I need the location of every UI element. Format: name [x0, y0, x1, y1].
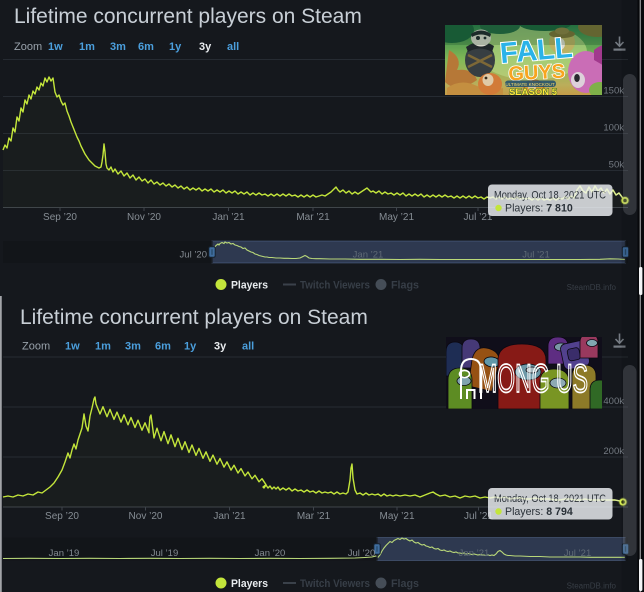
svg-text:Jul ’21: Jul ’21 — [564, 548, 591, 559]
svg-text:Players: 7 810: Players: 7 810 — [505, 203, 573, 215]
svg-text:Lifetime concurrent players on: Lifetime concurrent players on Steam — [14, 5, 362, 28]
svg-text:Jan ’21: Jan ’21 — [213, 511, 246, 522]
svg-text:May ’21: May ’21 — [379, 212, 414, 223]
svg-text:May ’21: May ’21 — [379, 511, 414, 522]
svg-text:Nov ’20: Nov ’20 — [127, 212, 161, 223]
svg-text:Jul ’20: Jul ’20 — [180, 250, 207, 261]
svg-text:SEASON 5: SEASON 5 — [509, 87, 558, 98]
svg-text:SteamDB.info: SteamDB.info — [567, 582, 617, 591]
svg-text:Players: Players — [231, 578, 268, 590]
svg-text:Jan ’21: Jan ’21 — [459, 548, 490, 559]
svg-text:Jul ’20: Jul ’20 — [348, 548, 375, 559]
svg-text:Sep ’20: Sep ’20 — [43, 212, 77, 223]
svg-text:Players: Players — [231, 280, 268, 292]
svg-text:3m: 3m — [125, 341, 141, 353]
svg-text:SteamDB.info: SteamDB.info — [567, 283, 617, 292]
svg-text:Jan ’21: Jan ’21 — [212, 212, 245, 223]
svg-text:Jul ’19: Jul ’19 — [151, 548, 178, 559]
svg-text:1y: 1y — [184, 341, 197, 353]
svg-text:MONG US: MONG US — [478, 357, 588, 401]
svg-text:Sep ’20: Sep ’20 — [45, 511, 79, 522]
svg-text:Zoom: Zoom — [22, 341, 50, 353]
svg-text:1m: 1m — [79, 41, 95, 53]
svg-text:Zoom: Zoom — [14, 41, 42, 53]
svg-text:Lifetime concurrent players on: Lifetime concurrent players on Steam — [20, 306, 368, 329]
svg-text:50k: 50k — [609, 160, 625, 171]
svg-text:Jan ’21: Jan ’21 — [353, 250, 384, 261]
svg-text:Players: 8 794: Players: 8 794 — [505, 506, 573, 518]
svg-text:Jul ’21: Jul ’21 — [464, 511, 493, 522]
svg-text:ULTIMATE KNOCKOUT: ULTIMATE KNOCKOUT — [505, 82, 555, 87]
svg-text:FALL: FALL — [499, 32, 574, 70]
svg-text:Twitch Viewers: Twitch Viewers — [300, 280, 370, 292]
svg-text:Flags: Flags — [391, 578, 419, 590]
svg-text:Jan ’19: Jan ’19 — [49, 548, 80, 559]
svg-text:6m: 6m — [155, 341, 171, 353]
svg-text:1m: 1m — [95, 341, 111, 353]
svg-text:all: all — [227, 41, 239, 53]
svg-text:200k: 200k — [603, 446, 624, 457]
svg-text:Jul ’21: Jul ’21 — [522, 250, 549, 261]
svg-text:100k: 100k — [603, 123, 624, 134]
svg-text:Flags: Flags — [391, 280, 419, 292]
svg-text:Nov ’20: Nov ’20 — [129, 511, 163, 522]
svg-text:1w: 1w — [48, 41, 63, 53]
svg-text:3y: 3y — [214, 341, 227, 353]
svg-text:Jul ’21: Jul ’21 — [464, 212, 493, 223]
svg-text:3y: 3y — [199, 41, 212, 53]
svg-text:Mar ’21: Mar ’21 — [296, 212, 330, 223]
svg-text:400k: 400k — [603, 396, 624, 407]
svg-text:3m: 3m — [110, 41, 126, 53]
svg-text:Mar ’21: Mar ’21 — [297, 511, 331, 522]
svg-text:1y: 1y — [169, 41, 182, 53]
svg-text:Twitch Viewers: Twitch Viewers — [300, 578, 370, 590]
svg-text:150k: 150k — [603, 86, 624, 97]
svg-text:Jan ’20: Jan ’20 — [255, 548, 286, 559]
svg-text:all: all — [242, 341, 254, 353]
svg-text:1w: 1w — [65, 341, 80, 353]
svg-text:6m: 6m — [138, 41, 154, 53]
